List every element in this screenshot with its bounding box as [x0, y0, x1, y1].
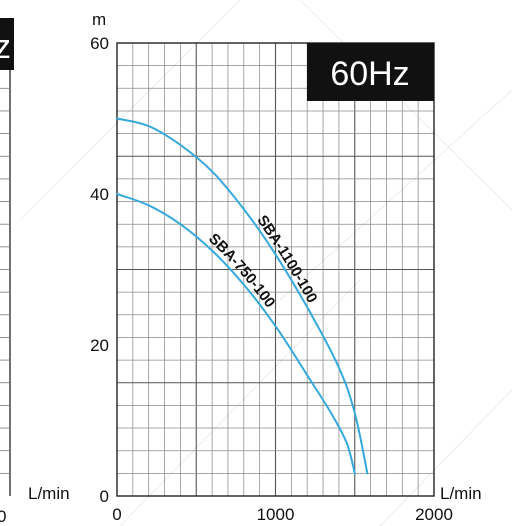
x-tick-label: 2000: [415, 505, 453, 524]
plot-frame: [116, 42, 435, 497]
adjacent-chart-fragment: z L/min 0: [0, 18, 70, 526]
series-line-1: [116, 117, 369, 475]
y-tick-label: 60: [90, 34, 109, 53]
y-tick-label: 0: [100, 487, 109, 506]
x-axis-ticks: 0 1000 2000: [112, 505, 453, 524]
plot-grid: [117, 43, 434, 496]
frequency-badge: [307, 43, 434, 101]
series-label-path-1: [117, 112, 367, 467]
series-line-2: [116, 193, 356, 475]
x-tick-label: 0: [112, 505, 121, 524]
y-tick-label: 20: [90, 336, 109, 355]
y-axis-unit-label: m: [92, 10, 106, 29]
y-axis-ticks: 0 20 40 60: [90, 34, 109, 506]
adjacent-badge-fragment: [0, 18, 14, 70]
adjacent-badge-letter: z: [0, 28, 11, 66]
frequency-badge-text: 60Hz: [330, 55, 409, 93]
y-tick-label: 40: [90, 185, 109, 204]
x-tick-label: 1000: [257, 505, 295, 524]
x-axis-unit-label: L/min: [440, 484, 482, 503]
adjacent-x-tick-label: 0: [0, 507, 6, 526]
background-watermark: [19, 0, 512, 526]
adjacent-x-unit-label: L/min: [28, 484, 70, 503]
series-label-path-2: [117, 187, 355, 466]
